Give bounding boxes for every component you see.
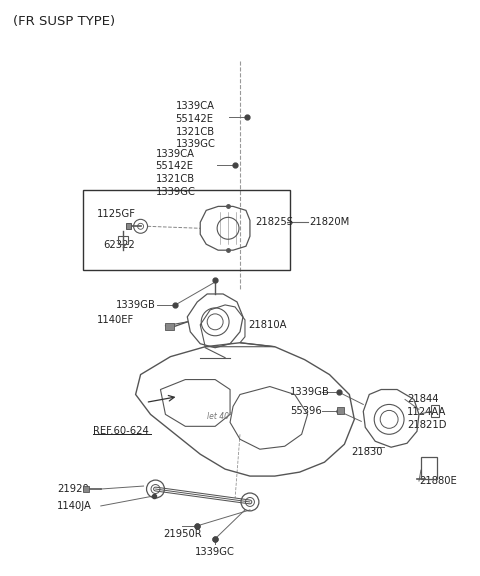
Text: 1339GB: 1339GB — [290, 388, 330, 397]
Text: 21920: 21920 — [57, 484, 89, 494]
Bar — [126, 223, 131, 229]
Bar — [83, 191, 290, 270]
Bar — [166, 323, 174, 330]
Text: 21880E: 21880E — [419, 476, 456, 486]
Text: let 40°: let 40° — [207, 412, 233, 421]
Bar — [337, 407, 344, 414]
Text: 21844
1124AA
21821D: 21844 1124AA 21821D — [407, 395, 446, 430]
Text: 21830: 21830 — [351, 447, 383, 457]
Bar — [421, 457, 437, 479]
Text: 1339CA
55142E
1321CB
1339GC: 1339CA 55142E 1321CB 1339GC — [175, 101, 215, 149]
Text: (FR SUSP TYPE): (FR SUSP TYPE) — [13, 16, 116, 28]
Bar — [83, 486, 89, 492]
Text: 62322: 62322 — [103, 240, 134, 250]
Text: 1140JA: 1140JA — [57, 501, 92, 511]
Text: 1339GB: 1339GB — [116, 300, 156, 310]
Bar — [118, 236, 128, 244]
Text: 1339GC: 1339GC — [195, 547, 235, 557]
Text: 1339CA
55142E
1321CB
1339GC: 1339CA 55142E 1321CB 1339GC — [156, 149, 195, 197]
Text: 1140EF: 1140EF — [97, 315, 134, 325]
Text: REF.60-624: REF.60-624 — [93, 426, 149, 436]
Text: 21950R: 21950R — [163, 529, 202, 539]
Text: 55396: 55396 — [290, 407, 322, 416]
Text: 21820M: 21820M — [310, 217, 350, 228]
Bar — [431, 406, 439, 418]
Text: 21810A: 21810A — [248, 320, 287, 330]
Text: 21825S: 21825S — [255, 217, 293, 228]
Text: 1125GF: 1125GF — [97, 209, 136, 219]
